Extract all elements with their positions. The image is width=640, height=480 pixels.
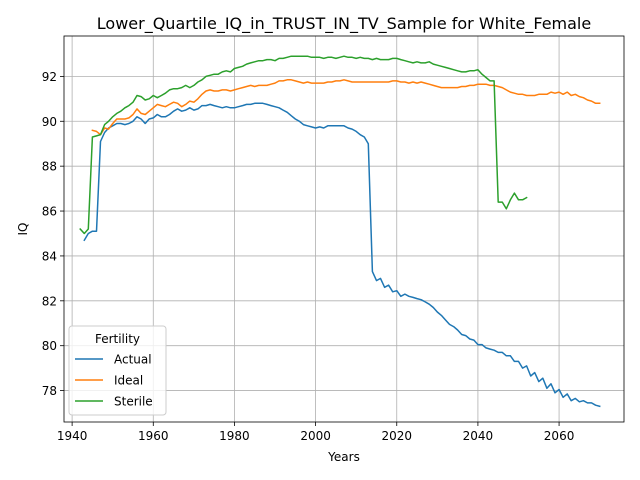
- x-axis-label: Years: [327, 450, 360, 464]
- legend-label-actual: Actual: [114, 353, 152, 367]
- y-tick-label: 92: [42, 70, 57, 84]
- x-tick-label: 2040: [463, 429, 494, 443]
- legend-title: Fertility: [95, 332, 140, 346]
- series-line-actual: [83, 102, 601, 408]
- y-tick-label: 88: [42, 160, 57, 174]
- plot-frame: [63, 35, 625, 423]
- y-axis-label: IQ: [16, 223, 30, 236]
- y-axis-ticks: 78 80 82 84 86 88 90 92: [42, 70, 64, 398]
- y-tick-label: 82: [42, 294, 57, 308]
- series-line-sterile: [79, 55, 528, 235]
- x-tick-label: 1940: [57, 429, 88, 443]
- x-tick-label: 2060: [544, 429, 575, 443]
- legend: Fertility Actual Ideal Sterile: [68, 325, 167, 416]
- y-tick-label: 86: [42, 205, 57, 219]
- legend-label-sterile: Sterile: [114, 395, 153, 409]
- y-tick-label: 78: [42, 384, 57, 398]
- y-tick-label: 80: [42, 339, 57, 353]
- x-axis-ticks: 1940 1960 1980 2000 2020 2040 2060: [57, 422, 575, 443]
- series-line-ideal: [91, 79, 601, 136]
- legend-label-ideal: Ideal: [114, 374, 143, 388]
- y-tick-label: 84: [42, 249, 57, 263]
- y-tick-label: 90: [42, 115, 57, 129]
- x-tick-label: 2000: [300, 429, 331, 443]
- series-lines: [79, 55, 601, 408]
- legend-box: [68, 325, 167, 416]
- chart-title: Lower_Quartile_IQ_in_TRUST_IN_TV_Sample …: [97, 14, 591, 34]
- x-tick-label: 1960: [138, 429, 169, 443]
- x-tick-label: 1980: [219, 429, 250, 443]
- x-tick-label: 2020: [381, 429, 412, 443]
